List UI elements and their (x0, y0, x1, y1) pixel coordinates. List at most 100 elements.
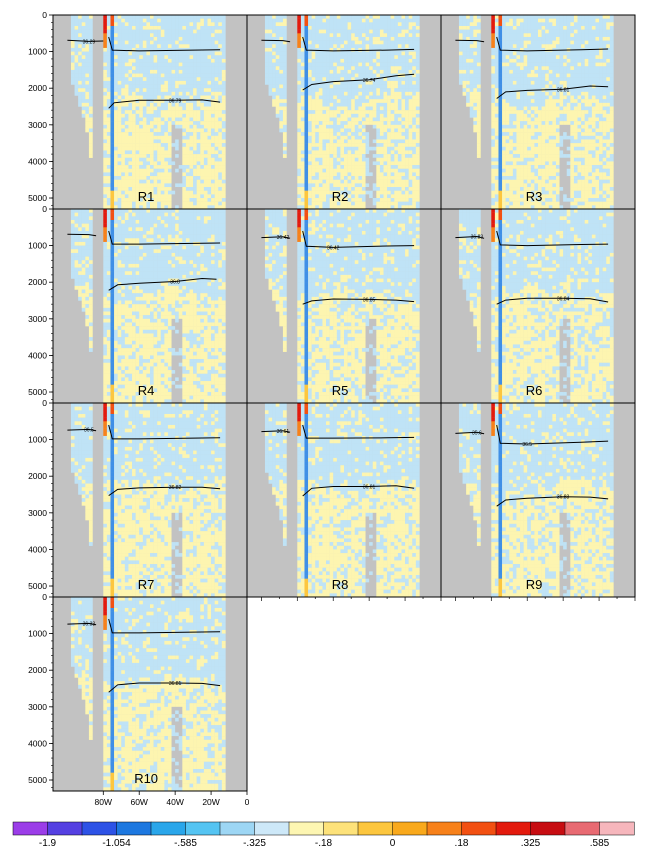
field-cell (458, 25, 463, 30)
field-cell (408, 29, 413, 34)
field-cell (361, 117, 366, 122)
field-cell (146, 165, 151, 169)
field-cell (538, 176, 542, 180)
field-cell (160, 176, 165, 180)
field-cell (103, 95, 108, 100)
field-cell (185, 84, 190, 89)
field-cell (530, 25, 535, 30)
field-cell (214, 29, 219, 34)
field-cell (318, 62, 323, 67)
field-cell (329, 168, 334, 173)
field-cell (297, 95, 302, 100)
field-cell (142, 150, 147, 155)
field-cell (326, 22, 330, 27)
field-cell (150, 201, 154, 206)
field-cell (142, 33, 147, 38)
field-cell (164, 15, 169, 19)
field-cell (275, 40, 280, 45)
field-cell (308, 135, 312, 140)
field-cell (469, 29, 474, 34)
field-cell (344, 168, 348, 173)
field-cell (530, 51, 535, 56)
field-cell (214, 146, 219, 151)
field-cell (351, 201, 355, 206)
field-cell (175, 110, 179, 115)
field-cell (150, 73, 154, 78)
field-cell (193, 194, 197, 199)
field-cell (534, 47, 539, 52)
field-cell (311, 73, 316, 78)
field-cell (221, 62, 226, 67)
field-cell (333, 25, 338, 30)
field-cell (157, 51, 161, 56)
field-cell (358, 33, 363, 38)
field-cell (469, 40, 474, 45)
field-cell (139, 124, 144, 129)
field-cell (106, 132, 111, 136)
field-cell (538, 179, 542, 184)
field-cell (272, 69, 276, 74)
field-cell (372, 176, 377, 180)
field-cell (135, 95, 140, 100)
field-cell (78, 77, 82, 82)
field-cell (344, 58, 348, 63)
field-cell (117, 113, 122, 118)
field-cell (318, 58, 323, 63)
field-cell (361, 176, 366, 180)
field-cell (175, 106, 179, 111)
field-cell (178, 205, 183, 210)
field-cell (318, 135, 323, 140)
field-cell (329, 157, 334, 162)
field-cell (462, 73, 467, 78)
field-cell (530, 44, 535, 49)
field-cell (221, 146, 226, 151)
field-cell (541, 168, 546, 173)
field-cell (541, 172, 546, 177)
field-cell (185, 91, 190, 96)
field-cell (351, 99, 355, 104)
field-cell (494, 113, 499, 118)
field-cell (394, 102, 399, 107)
field-cell (200, 15, 205, 19)
field-cell (376, 18, 381, 23)
field-cell (369, 106, 373, 111)
field-cell (157, 201, 161, 206)
field-cell (185, 88, 190, 93)
field-cell (297, 66, 302, 71)
field-cell (415, 95, 420, 100)
field-cell (322, 47, 327, 52)
field-cell (401, 117, 406, 122)
field-cell (344, 139, 348, 144)
field-cell (408, 44, 413, 49)
field-cell (150, 47, 154, 52)
field-cell (469, 36, 474, 41)
field-cell (211, 58, 215, 63)
field-cell (318, 183, 323, 188)
field-cell (351, 44, 355, 49)
field-cell (329, 198, 334, 202)
field-cell (361, 69, 366, 74)
field-cell (185, 135, 190, 140)
field-cell (530, 161, 535, 166)
field-cell (505, 179, 510, 184)
field-cell (114, 58, 118, 63)
field-cell (103, 110, 108, 115)
field-cell (462, 44, 467, 49)
field-cell (272, 55, 276, 60)
field-cell (351, 77, 355, 82)
field-cell (160, 73, 165, 78)
field-cell (124, 66, 129, 71)
field-cell (207, 106, 212, 111)
field-cell (494, 22, 499, 27)
field-cell (347, 128, 352, 133)
field-cell (88, 44, 93, 49)
field-cell (412, 154, 417, 158)
field-cell (142, 88, 147, 93)
field-cell (347, 179, 352, 184)
field-cell (279, 113, 284, 118)
field-cell (189, 121, 194, 126)
field-cell (124, 154, 129, 158)
field-cell (351, 36, 355, 41)
field-cell (372, 198, 377, 202)
field-cell (88, 106, 93, 111)
